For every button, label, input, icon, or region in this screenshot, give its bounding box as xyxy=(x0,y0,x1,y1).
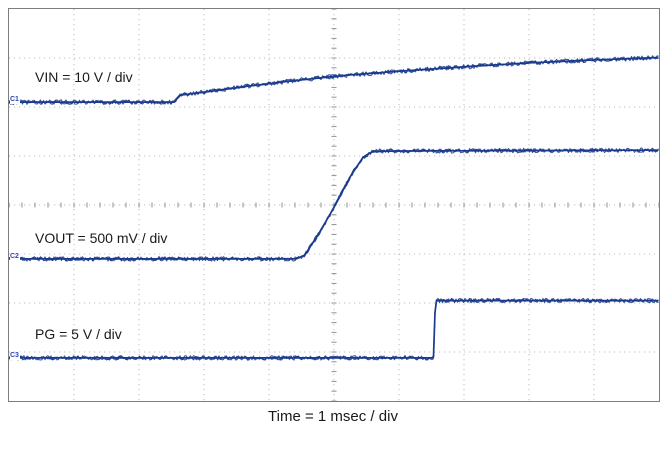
channel-marker-c1: C1 xyxy=(10,96,20,104)
channel-marker-c2: C2 xyxy=(10,253,20,261)
vout-trace-label: VOUT = 500 mV / div xyxy=(35,230,168,246)
vin-trace-label: VIN = 10 V / div xyxy=(35,69,133,85)
waveform-canvas xyxy=(9,9,659,401)
trace-c2 xyxy=(9,149,659,260)
time-scale-label: Time = 1 msec / div xyxy=(268,408,398,425)
channel-marker-c3: C3 xyxy=(10,352,20,360)
trace-c3 xyxy=(9,297,659,361)
pg-trace-label: PG = 5 V / div xyxy=(35,326,122,342)
trace-c1 xyxy=(9,56,659,103)
scope-graticule: VIN = 10 V / div VOUT = 500 mV / div PG … xyxy=(8,8,660,402)
trace-c3 xyxy=(9,299,659,359)
